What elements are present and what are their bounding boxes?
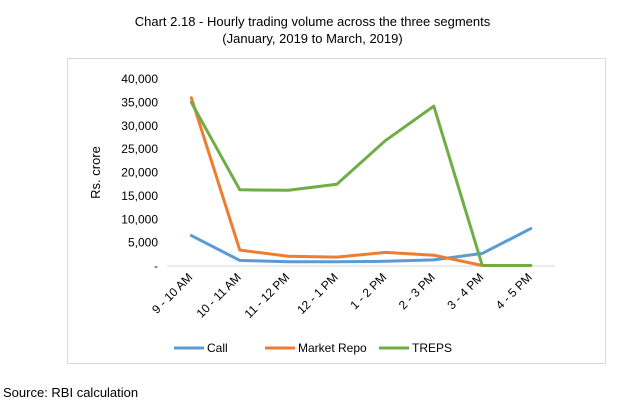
- chart-title: Chart 2.18 - Hourly trading volume acros…: [134, 14, 491, 29]
- chart-subtitle: (January, 2019 to March, 2019): [222, 31, 403, 46]
- x-tick-label: 12 - 1 PM: [294, 270, 341, 317]
- x-tick-label: 11 - 12 PM: [242, 270, 293, 321]
- y-tick-label: 35,000: [121, 95, 158, 109]
- x-tick-label: 4 - 5 PM: [493, 270, 535, 312]
- legend-label: Market Repo: [298, 341, 367, 355]
- y-tick-label: 20,000: [121, 166, 158, 180]
- x-tick-label: 9 - 10 AM: [149, 270, 195, 316]
- series-line-treps: [189, 100, 533, 267]
- x-tick-label: 2 - 3 PM: [396, 270, 438, 312]
- y-tick-label: 5,000: [128, 236, 158, 250]
- y-axis-title: Rs. crore: [88, 146, 103, 199]
- y-tick-label: 40,000: [121, 72, 158, 86]
- y-tick-label: -: [154, 259, 158, 273]
- y-tick-label: 30,000: [121, 119, 158, 133]
- source-note: Source: RBI calculation: [3, 385, 139, 400]
- x-tick-label: 10 - 11 AM: [194, 270, 244, 320]
- legend-label: TREPS: [412, 341, 452, 355]
- chart-frame: [67, 58, 606, 364]
- y-tick-label: 10,000: [121, 212, 158, 226]
- series-line-call: [189, 227, 533, 264]
- x-tick-label: 1 - 2 PM: [347, 270, 389, 312]
- legend-label: Call: [207, 341, 228, 355]
- x-tick-label: 3 - 4 PM: [444, 270, 486, 312]
- y-tick-label: 15,000: [121, 189, 158, 203]
- y-tick-label: 25,000: [121, 142, 158, 156]
- series-line-market-repo: [189, 96, 484, 267]
